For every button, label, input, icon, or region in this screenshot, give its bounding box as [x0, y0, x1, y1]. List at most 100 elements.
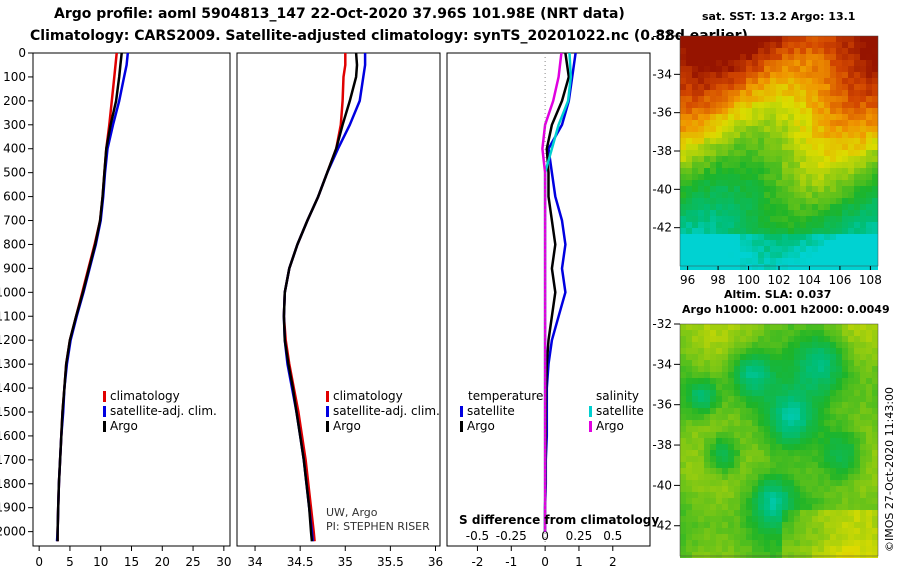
sst-cell: [806, 246, 812, 252]
sla-cell: [836, 330, 842, 336]
sla-cell: [830, 474, 836, 480]
sla-cell: [734, 408, 740, 414]
sla-cell: [818, 348, 824, 354]
sla-cell: [836, 402, 842, 408]
sst-cell: [776, 66, 782, 72]
sst-cell: [716, 156, 722, 162]
sst-cell: [686, 144, 692, 150]
sla-cell: [722, 378, 728, 384]
sst-cell: [770, 240, 776, 246]
sst-cell: [686, 48, 692, 54]
sla-cell: [776, 402, 782, 408]
sla-cell: [716, 540, 722, 546]
sst-cell: [722, 126, 728, 132]
sst-cell: [812, 48, 818, 54]
sla-cell: [788, 354, 794, 360]
sst-cell: [722, 84, 728, 90]
sla-cell: [734, 510, 740, 516]
sst-cell: [818, 222, 824, 228]
sst-cell: [764, 90, 770, 96]
sla-cell: [818, 516, 824, 522]
sst-cell: [686, 252, 692, 258]
sst-cell: [818, 192, 824, 198]
sla-cell: [860, 390, 866, 396]
sst-cell: [770, 90, 776, 96]
sst-cell: [860, 162, 866, 168]
sst-cell: [812, 126, 818, 132]
sla-cell: [764, 510, 770, 516]
sst-cell: [716, 114, 722, 120]
sst-cell: [812, 54, 818, 60]
sla-cell: [728, 360, 734, 366]
sst-cell: [704, 150, 710, 156]
sla-cell: [794, 390, 800, 396]
sla-cell: [818, 324, 824, 330]
sla-cell: [872, 348, 878, 354]
sst-cell: [812, 240, 818, 246]
sla-cell: [818, 456, 824, 462]
sla-cell: [836, 450, 842, 456]
sla-cell: [842, 432, 848, 438]
sla-cell: [794, 348, 800, 354]
sla-cell: [770, 480, 776, 486]
sst-cell: [728, 252, 734, 258]
sst-cell: [806, 252, 812, 258]
sla-cell: [842, 486, 848, 492]
sst-cell: [788, 120, 794, 126]
sst-cell: [680, 204, 686, 210]
sla-cell: [842, 450, 848, 456]
sla-cell: [860, 360, 866, 366]
sst-cell: [770, 204, 776, 210]
sla-cell: [710, 342, 716, 348]
sla-cell: [830, 444, 836, 450]
sst-cell: [860, 84, 866, 90]
sla-cell: [710, 528, 716, 534]
sst-cell: [776, 240, 782, 246]
sst-cell: [860, 204, 866, 210]
sst-cell: [788, 138, 794, 144]
sla-cell: [710, 378, 716, 384]
sst-cell: [824, 78, 830, 84]
sla-cell: [782, 456, 788, 462]
sst-cell: [830, 96, 836, 102]
sla-cell: [710, 426, 716, 432]
sla-cell: [848, 456, 854, 462]
sla-cell: [680, 456, 686, 462]
sst-cell: [686, 96, 692, 102]
sst-cell: [830, 120, 836, 126]
sla-cell: [860, 546, 866, 552]
sla-cell: [758, 522, 764, 528]
sst-cell: [722, 216, 728, 222]
sst-cell: [806, 198, 812, 204]
sst-cell: [866, 66, 872, 72]
sla-cell: [776, 396, 782, 402]
sla-cell: [692, 528, 698, 534]
sla-cell: [758, 402, 764, 408]
sst-cell: [740, 228, 746, 234]
sst-cell: [698, 126, 704, 132]
sla-cell: [788, 528, 794, 534]
sla-cell: [710, 438, 716, 444]
sst-cell: [734, 264, 740, 270]
sst-cell: [824, 162, 830, 168]
sla-cell: [692, 504, 698, 510]
sst-cell: [830, 36, 836, 42]
sst-cell: [710, 72, 716, 78]
x-tick-label: 35.5: [377, 555, 404, 569]
sla-cell: [692, 480, 698, 486]
sst-cell: [704, 48, 710, 54]
sst-cell: [686, 66, 692, 72]
sla-cell: [782, 534, 788, 540]
sst-cell: [722, 156, 728, 162]
sla-cell: [686, 462, 692, 468]
sla-cell: [746, 552, 752, 558]
sla-cell: [740, 426, 746, 432]
sla-cell: [722, 528, 728, 534]
sla-cell: [716, 504, 722, 510]
sst-cell: [812, 36, 818, 42]
sla-cell: [860, 534, 866, 540]
sla-cell: [782, 348, 788, 354]
map-x-tick-label: 102: [768, 273, 791, 287]
sst-cell: [854, 258, 860, 264]
sst-cell: [824, 126, 830, 132]
